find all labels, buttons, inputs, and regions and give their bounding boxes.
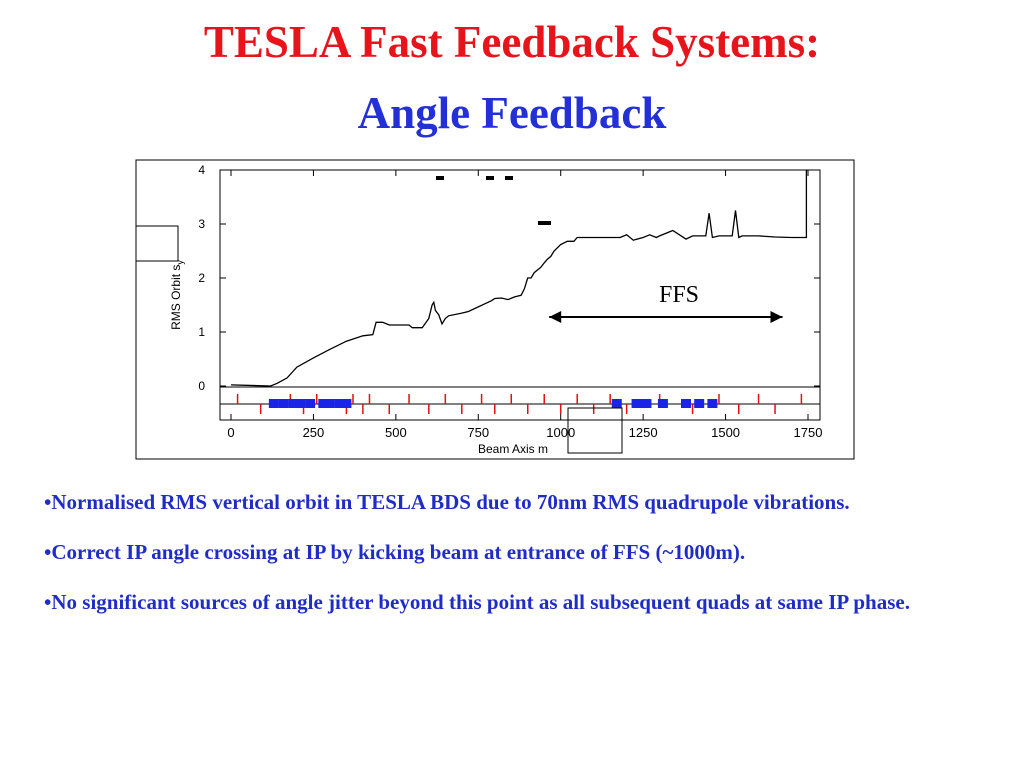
- ffs-arrow-head-left: [549, 311, 562, 323]
- chart-frame: [135, 159, 855, 460]
- y-tick-label: 2: [198, 271, 205, 285]
- y-axis-label: RMS Orbit sy: [169, 260, 185, 330]
- x-axis-label: Beam Axis m: [478, 442, 548, 456]
- beamline-quad-mark: [305, 399, 316, 408]
- beamline-quad-mark: [288, 399, 299, 408]
- y-axis-ticks: 0 1 2 3 4: [198, 163, 820, 393]
- beamline-quad-mark: [324, 399, 335, 408]
- y-tick-label: 0: [198, 379, 205, 393]
- beamline-quad-mark: [641, 399, 652, 408]
- x-tick-label: 250: [303, 425, 325, 440]
- y-axis-label-subscript: y: [175, 260, 185, 265]
- x-tick-label: 500: [385, 425, 407, 440]
- x-tick-label: 1750: [794, 425, 823, 440]
- series-line-rms-orbit: [230, 170, 808, 387]
- beamline-quad-mark: [268, 399, 279, 408]
- x-tick-label: 1250: [629, 425, 658, 440]
- beamline-quad-mark: [295, 399, 306, 408]
- y-tick-label: 3: [198, 217, 205, 231]
- y-axis-label-text: RMS Orbit s: [169, 265, 183, 330]
- ffs-arrow-head-right: [770, 311, 783, 323]
- bullet-text: Normalised RMS vertical orbit in TESLA B…: [51, 490, 850, 514]
- bullet-marker: •: [44, 590, 52, 614]
- x-tick-label: 0: [227, 425, 234, 440]
- bullet-list: •Normalised RMS vertical orbit in TESLA …: [44, 486, 1010, 636]
- x-tick-label: 750: [467, 425, 489, 440]
- rms-orbit-chart: 0 1 2 3 4 0 250 500 750 1000 1250 1500 1750 RMS Orb…: [135, 159, 855, 460]
- slide-title-line-1: TESLA Fast Feedback Systems:: [203, 17, 821, 67]
- zoom-box: [567, 407, 623, 454]
- beamline-quad-mark: [278, 399, 289, 408]
- x-tick-label: 1000: [546, 425, 575, 440]
- bullet-item: •Normalised RMS vertical orbit in TESLA …: [44, 486, 1010, 519]
- ffs-range-arrow: [549, 311, 783, 323]
- bullet-text: Correct IP angle crossing at IP by kicki…: [51, 540, 746, 564]
- legend-box-stub: [135, 225, 179, 262]
- bullet-item: •No significant sources of angle jitter …: [44, 586, 1010, 619]
- beamline-quad-mark: [694, 399, 705, 408]
- beamline-quad-mark: [611, 399, 622, 408]
- beamline-quad-mark: [681, 399, 692, 408]
- y-tick-label: 1: [198, 325, 205, 339]
- bullet-marker: •: [44, 490, 52, 514]
- beamline-elements: [236, 394, 803, 414]
- plot-artifact-marks: [436, 176, 551, 225]
- bullet-item: •Correct IP angle crossing at IP by kick…: [44, 536, 1010, 569]
- beamline-quad-mark: [707, 399, 718, 408]
- beamline-quad-mark: [631, 399, 642, 408]
- x-tick-label: 1500: [711, 425, 740, 440]
- beamline-quad-mark: [657, 399, 668, 408]
- bullet-marker: •: [44, 540, 52, 564]
- beamline-quad-mark: [341, 399, 352, 408]
- beamline-quad-mark: [318, 399, 329, 408]
- ffs-annotation: FFS: [659, 282, 699, 308]
- bullet-text: No significant sources of angle jitter b…: [51, 590, 910, 614]
- y-tick-label: 4: [198, 163, 205, 177]
- slide-title-line-2: Angle Feedback: [357, 88, 667, 138]
- beamline-quad-mark: [334, 399, 345, 408]
